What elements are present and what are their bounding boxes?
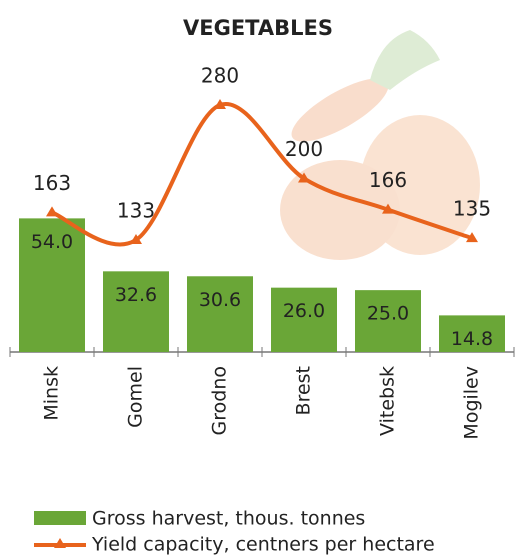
legend: Gross harvest, thous. tonnes Yield capac… bbox=[34, 508, 435, 556]
chart-title: VEGETABLES bbox=[183, 16, 333, 40]
line-value-label: 200 bbox=[285, 137, 323, 161]
x-tick-label: Minsk bbox=[41, 366, 63, 421]
bar-value-label: 54.0 bbox=[31, 231, 73, 253]
legend-label: Yield capacity, centners per hectare bbox=[91, 534, 435, 556]
line-marker bbox=[46, 206, 58, 217]
bar bbox=[19, 218, 85, 352]
line-marker bbox=[298, 172, 310, 183]
line-value-label: 163 bbox=[33, 171, 71, 195]
legend-label: Gross harvest, thous. tonnes bbox=[92, 508, 365, 530]
legend-swatch bbox=[34, 511, 86, 525]
line-value-label: 166 bbox=[369, 168, 407, 192]
x-tick-label: Vitebsk bbox=[377, 366, 399, 436]
bar bbox=[187, 276, 253, 352]
x-tick-label: Mogilev bbox=[461, 366, 483, 440]
bar bbox=[355, 290, 421, 352]
x-tick-label: Brest bbox=[293, 366, 315, 415]
x-tick-label: Gomel bbox=[125, 366, 147, 428]
bar bbox=[271, 287, 337, 352]
bar-value-label: 30.6 bbox=[199, 289, 241, 311]
bar bbox=[439, 315, 505, 352]
line-value-label: 135 bbox=[453, 197, 491, 221]
line-value-label: 280 bbox=[201, 63, 239, 87]
bar bbox=[103, 271, 169, 352]
line-marker bbox=[130, 233, 142, 244]
line-marker bbox=[382, 203, 394, 214]
bar-value-label: 14.8 bbox=[451, 328, 493, 350]
bar-value-label: 32.6 bbox=[115, 284, 157, 306]
illustration bbox=[280, 30, 480, 260]
x-tick-label: Grodno bbox=[209, 366, 231, 435]
bar-value-label: 25.0 bbox=[367, 303, 409, 325]
bar-value-label: 26.0 bbox=[283, 300, 325, 322]
line-marker bbox=[466, 232, 478, 243]
line-marker bbox=[214, 98, 226, 109]
legend-marker bbox=[54, 538, 66, 548]
line-value-label: 133 bbox=[117, 198, 155, 222]
